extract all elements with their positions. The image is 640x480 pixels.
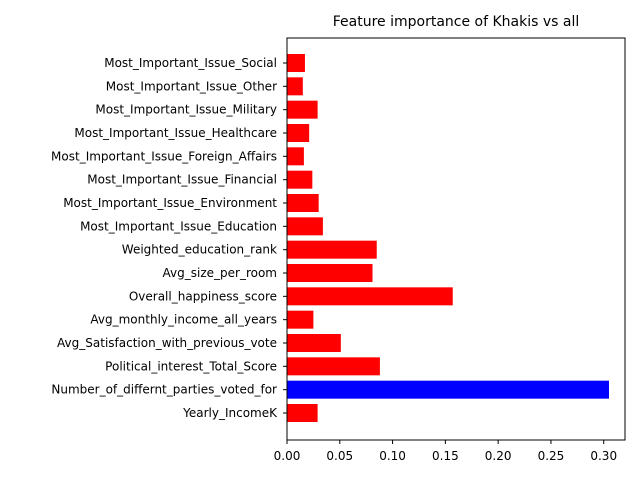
y-tick-label: Avg_Satisfaction_with_previous_vote [57, 336, 277, 350]
y-tick-label: Overall_happiness_score [129, 289, 277, 303]
y-tick-label: Most_Important_Issue_Healthcare [74, 126, 277, 140]
x-tick-label: 0.15 [432, 449, 459, 463]
y-tick-label: Number_of_differnt_parties_voted_for [51, 383, 277, 397]
y-tick-label: Most_Important_Issue_Education [80, 219, 277, 233]
bar-most-important-issue-education [287, 217, 323, 236]
bar-avg-monthly-income-all-years [287, 310, 314, 329]
y-tick-label: Most_Important_Issue_Foreign_Affairs [51, 149, 277, 163]
x-tick-label: 0.05 [326, 449, 353, 463]
bar-number-of-differnt-parties-voted-for [287, 380, 609, 399]
plot-frame [286, 37, 626, 441]
y-tick-label: Most_Important_Issue_Financial [87, 173, 277, 187]
y-tick-label: Avg_monthly_income_all_years [90, 313, 277, 327]
x-tick-label: 0.10 [379, 449, 406, 463]
x-tick-label: 0.30 [590, 449, 617, 463]
y-tick-label: Most_Important_Issue_Other [106, 79, 277, 93]
bar-most-important-issue-healthcare [287, 124, 310, 142]
bar-most-important-issue-social [287, 54, 305, 72]
x-tick-label: 0.00 [274, 449, 301, 463]
chart-title: Feature importance of Khakis vs all [333, 14, 580, 30]
x-tick-label: 0.20 [485, 449, 512, 463]
bar-avg-satisfaction-with-previous-vote [287, 334, 341, 352]
bar-most-important-issue-other [287, 77, 303, 96]
bar-most-important-issue-military [287, 100, 318, 119]
y-tick-label: Most_Important_Issue_Environment [63, 196, 277, 210]
bar-overall-happiness-score [287, 287, 453, 306]
bar-yearly-incomek [287, 404, 318, 422]
y-tick-label: Political_interest_Total_Score [105, 359, 277, 373]
y-tick-label: Yearly_IncomeK [182, 406, 278, 420]
y-tick-label: Most_Important_Issue_Military [95, 103, 277, 117]
bar-weighted-education-rank [287, 240, 377, 259]
bar-most-important-issue-environment [287, 194, 319, 212]
y-tick-label: Weighted_education_rank [122, 243, 277, 257]
x-tick-label: 0.25 [538, 449, 565, 463]
bar-political-interest-total-score [287, 357, 380, 376]
bar-most-important-issue-financial [287, 170, 313, 189]
y-tick-label: Most_Important_Issue_Social [104, 56, 277, 70]
y-tick-label: Avg_size_per_room [163, 266, 277, 280]
bar-avg-size-per-room [287, 264, 373, 282]
bar-most-important-issue-foreign-affairs [287, 147, 304, 166]
